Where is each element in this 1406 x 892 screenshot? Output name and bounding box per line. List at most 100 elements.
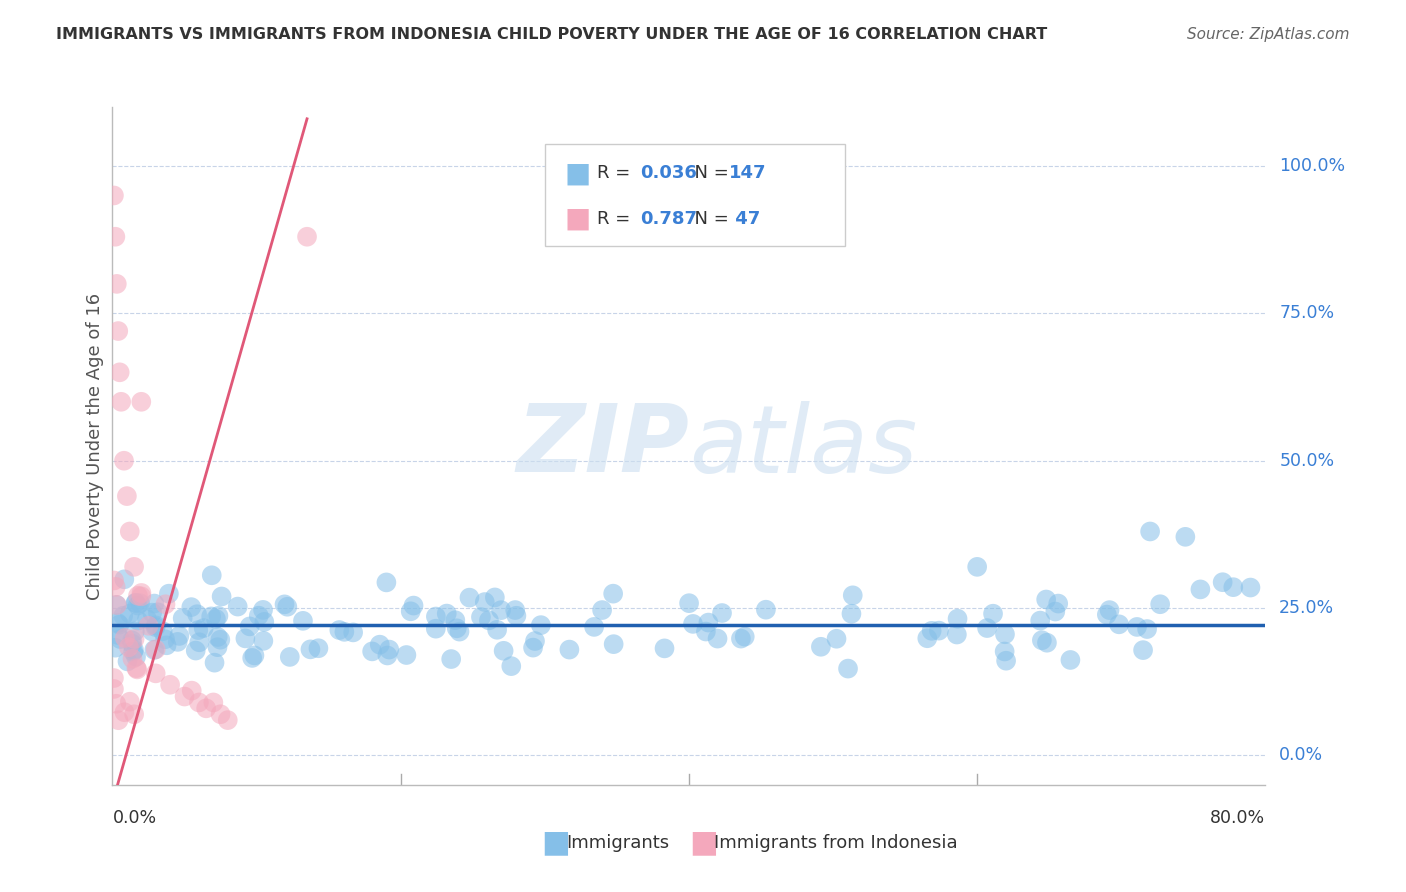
Point bbox=[152, 624, 174, 639]
Point bbox=[141, 606, 163, 620]
Point bbox=[235, 632, 257, 646]
Point bbox=[446, 621, 468, 635]
Point bbox=[444, 613, 467, 627]
Point bbox=[1126, 620, 1149, 634]
Point bbox=[166, 635, 188, 649]
Point bbox=[678, 596, 700, 610]
Point bbox=[186, 607, 208, 622]
Point bbox=[333, 624, 356, 639]
Point bbox=[583, 620, 606, 634]
Point bbox=[711, 606, 734, 620]
Point bbox=[375, 575, 398, 590]
Point bbox=[153, 632, 176, 647]
Point bbox=[129, 596, 152, 610]
Point bbox=[155, 638, 177, 652]
Point bbox=[825, 632, 848, 646]
Point bbox=[1239, 581, 1261, 595]
Text: 0.787: 0.787 bbox=[641, 210, 697, 227]
Point bbox=[682, 616, 704, 631]
Point bbox=[295, 229, 318, 244]
Point bbox=[695, 624, 717, 639]
Text: Source: ZipAtlas.com: Source: ZipAtlas.com bbox=[1187, 27, 1350, 42]
Point bbox=[188, 635, 211, 649]
Point bbox=[145, 618, 167, 632]
Point bbox=[252, 603, 274, 617]
Point bbox=[211, 590, 233, 604]
Point bbox=[118, 695, 141, 709]
Text: 80.0%: 80.0% bbox=[1211, 808, 1265, 827]
Point bbox=[1098, 603, 1121, 617]
Point bbox=[217, 713, 239, 727]
Point bbox=[104, 580, 127, 594]
Point bbox=[107, 324, 129, 338]
Point bbox=[124, 624, 146, 639]
Point bbox=[138, 619, 160, 633]
Point bbox=[486, 623, 509, 637]
Point bbox=[129, 590, 153, 604]
Point bbox=[377, 648, 399, 663]
Point bbox=[361, 644, 384, 658]
Point bbox=[810, 640, 832, 654]
Point bbox=[307, 641, 329, 656]
Point bbox=[755, 603, 778, 617]
Text: ■: ■ bbox=[689, 829, 718, 857]
Point bbox=[122, 707, 145, 722]
Point bbox=[112, 572, 135, 586]
Point bbox=[105, 277, 128, 291]
Point bbox=[121, 636, 143, 650]
Point bbox=[136, 612, 159, 626]
Point bbox=[157, 587, 180, 601]
Point bbox=[110, 394, 132, 409]
Point bbox=[252, 633, 274, 648]
Point bbox=[103, 188, 125, 202]
Point bbox=[112, 454, 135, 468]
Point bbox=[505, 608, 527, 623]
Point bbox=[105, 697, 128, 711]
Point bbox=[654, 641, 676, 656]
Point bbox=[204, 656, 226, 670]
Point bbox=[395, 648, 418, 662]
Point bbox=[110, 632, 132, 646]
Point bbox=[207, 640, 229, 655]
Point bbox=[994, 644, 1017, 658]
Text: 0.0%: 0.0% bbox=[112, 808, 156, 827]
Point bbox=[145, 666, 167, 681]
Point bbox=[209, 707, 232, 722]
Point bbox=[501, 659, 523, 673]
Point bbox=[103, 681, 125, 696]
Point bbox=[180, 683, 202, 698]
Point bbox=[602, 637, 624, 651]
Point bbox=[478, 613, 501, 627]
Point bbox=[928, 624, 950, 638]
Text: 100.0%: 100.0% bbox=[1279, 157, 1346, 175]
Point bbox=[108, 365, 131, 379]
Point bbox=[440, 652, 463, 666]
Text: ■: ■ bbox=[564, 205, 591, 233]
Point bbox=[425, 622, 447, 636]
Point bbox=[946, 627, 969, 641]
Point bbox=[112, 608, 135, 623]
Point bbox=[209, 632, 232, 647]
Point bbox=[145, 620, 167, 634]
Point bbox=[995, 654, 1018, 668]
Point bbox=[105, 598, 128, 612]
FancyBboxPatch shape bbox=[546, 145, 845, 246]
Point bbox=[173, 690, 195, 704]
Point bbox=[122, 644, 145, 658]
Point bbox=[180, 600, 202, 615]
Point bbox=[247, 608, 270, 623]
Point bbox=[734, 630, 756, 644]
Point bbox=[118, 640, 141, 655]
Point bbox=[107, 615, 129, 630]
Point bbox=[730, 632, 752, 646]
Point bbox=[1189, 582, 1212, 597]
Point bbox=[291, 614, 314, 628]
Point bbox=[1095, 607, 1118, 622]
Point bbox=[328, 623, 350, 637]
Point bbox=[205, 612, 228, 626]
Point bbox=[841, 607, 863, 621]
Point bbox=[188, 695, 211, 709]
Text: Immigrants: Immigrants bbox=[567, 834, 669, 852]
Text: R =: R = bbox=[596, 164, 636, 182]
Point bbox=[342, 625, 364, 640]
